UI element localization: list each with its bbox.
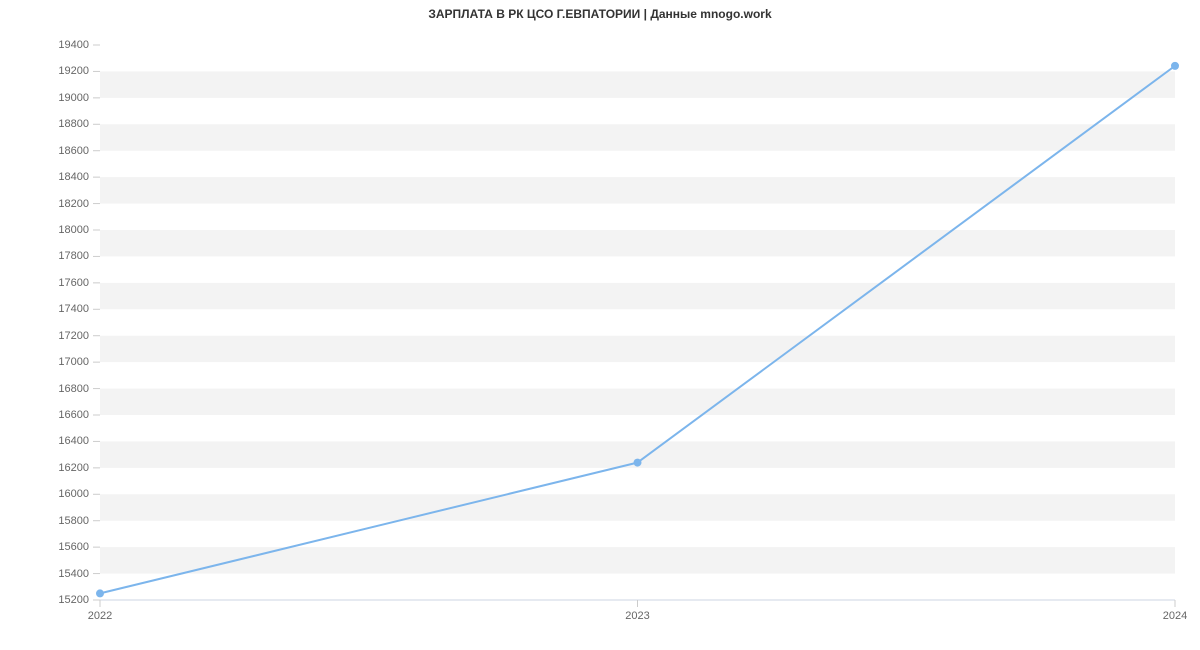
y-tick-label: 18600 xyxy=(0,145,89,157)
x-tick-label: 2024 xyxy=(1163,610,1187,622)
y-tick-label: 18000 xyxy=(0,224,89,236)
y-tick-label: 19000 xyxy=(0,92,89,104)
y-tick-label: 17600 xyxy=(0,277,89,289)
y-tick-label: 16400 xyxy=(0,435,89,447)
salary-line-chart: ЗАРПЛАТА В РК ЦСО Г.ЕВПАТОРИИ | Данные m… xyxy=(0,0,1200,650)
plot-area xyxy=(0,0,1200,650)
y-tick-label: 17800 xyxy=(0,250,89,262)
y-tick-label: 17200 xyxy=(0,330,89,342)
y-tick-label: 18400 xyxy=(0,171,89,183)
y-tick-label: 19200 xyxy=(0,65,89,77)
y-tick-label: 16800 xyxy=(0,383,89,395)
y-tick-label: 15400 xyxy=(0,568,89,580)
y-tick-label: 15800 xyxy=(0,515,89,527)
y-tick-label: 17000 xyxy=(0,356,89,368)
y-tick-label: 16000 xyxy=(0,488,89,500)
y-tick-label: 19400 xyxy=(0,39,89,51)
y-tick-label: 17400 xyxy=(0,303,89,315)
y-tick-label: 16600 xyxy=(0,409,89,421)
x-tick-label: 2022 xyxy=(88,610,112,622)
x-tick-label: 2023 xyxy=(625,610,649,622)
y-tick-label: 16200 xyxy=(0,462,89,474)
y-tick-label: 15200 xyxy=(0,594,89,606)
y-tick-label: 18200 xyxy=(0,198,89,210)
y-tick-label: 18800 xyxy=(0,118,89,130)
y-tick-label: 15600 xyxy=(0,541,89,553)
